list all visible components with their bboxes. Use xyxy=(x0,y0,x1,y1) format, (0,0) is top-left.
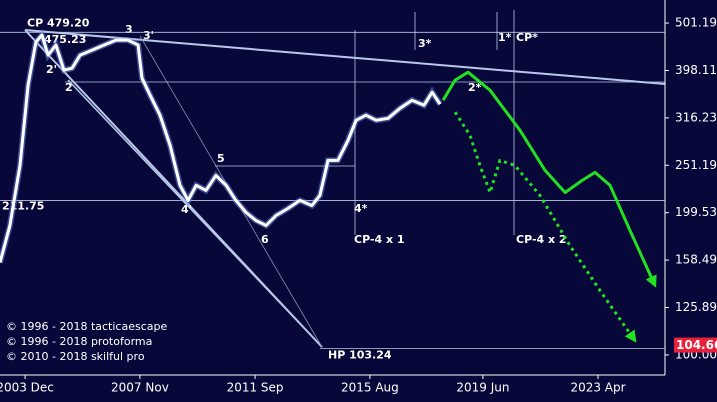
annotation: 475.23 xyxy=(44,33,86,46)
y-tick-label: 398.11 xyxy=(675,63,717,77)
annotation: CP-4 x 1 xyxy=(354,233,405,246)
annotation: CP* xyxy=(516,31,538,44)
level-label: CP 479.20 xyxy=(27,16,90,29)
annotation: 6 xyxy=(261,233,269,246)
annotation: 4* xyxy=(354,202,368,215)
annotation: CP-4 x 2 xyxy=(516,233,567,246)
copyright: © 2010 - 2018 skilful pro xyxy=(6,350,145,363)
annotation: 3' xyxy=(143,29,154,42)
last-price-label: 104.66 xyxy=(676,338,717,352)
level-label: 211.75 xyxy=(2,199,44,212)
y-tick-label: 199.53 xyxy=(675,205,717,219)
y-tick-label: 158.49 xyxy=(675,253,717,267)
annotation: 2 xyxy=(65,81,73,94)
x-tick-label: 2003 Dec xyxy=(0,381,54,395)
x-tick-label: 2007 Nov xyxy=(111,381,169,395)
annotation: 1* xyxy=(498,31,512,44)
annotation: 2' xyxy=(46,63,57,76)
copyright: © 1996 - 2018 protoforma xyxy=(6,335,152,348)
y-tick-label: 316.23 xyxy=(675,110,717,124)
annotation: 5 xyxy=(217,152,225,165)
annotation: 2* xyxy=(468,81,482,94)
level-label: HP 103.24 xyxy=(328,348,392,361)
y-tick-label: 501.19 xyxy=(675,16,717,30)
x-tick-label: 2023 Apr xyxy=(570,381,625,395)
copyright: © 1996 - 2018 tacticaescape xyxy=(6,320,167,333)
projection-line xyxy=(441,70,657,288)
price-line xyxy=(0,33,442,263)
trend-line xyxy=(67,79,323,348)
x-tick-label: 2019 Jun xyxy=(456,381,509,395)
annotation: 3* xyxy=(418,37,432,50)
y-tick-label: 125.89 xyxy=(675,300,717,314)
x-tick-label: 2015 Aug xyxy=(341,381,399,395)
annotation: 4' xyxy=(181,203,192,216)
x-tick-label: 2011 Sep xyxy=(227,381,284,395)
last-price-badge xyxy=(674,337,717,353)
y-tick-label: 251.19 xyxy=(675,158,717,172)
annotation: 3 xyxy=(125,23,133,36)
projection-line xyxy=(453,111,637,343)
